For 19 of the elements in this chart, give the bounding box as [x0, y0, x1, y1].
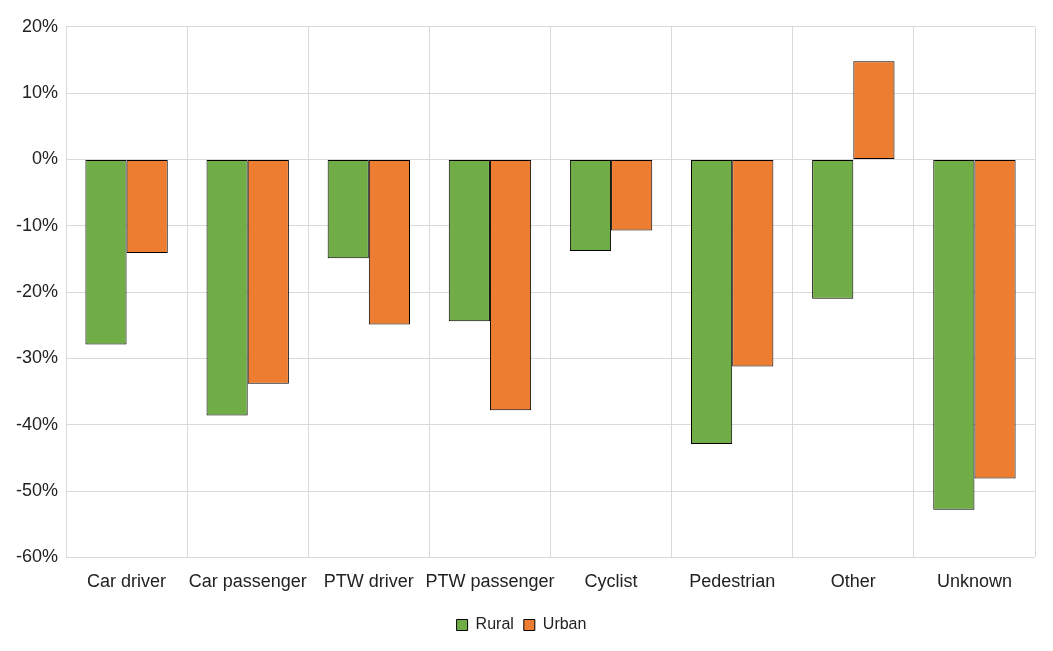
y-tick-label: 20% [21, 15, 59, 36]
y-tick-label: -50% [15, 480, 59, 501]
x-tick-label: Other [830, 571, 876, 592]
y-tick-label: -30% [15, 347, 59, 368]
y-tick-label: -40% [15, 413, 59, 434]
y-tick-label: -10% [15, 214, 59, 235]
x-tick-label: Car passenger [188, 571, 307, 592]
x-tick-label: Pedestrian [689, 571, 776, 592]
legend-label: Rural [475, 615, 514, 633]
x-tick-label: Cyclist [584, 571, 638, 592]
x-tick-label: PTW passenger [425, 571, 555, 592]
y-tick-label: -60% [15, 546, 59, 567]
y-tick-label: 10% [21, 82, 59, 103]
y-tick-label: -20% [15, 281, 59, 302]
x-tick-label: PTW driver [323, 571, 414, 592]
y-tick-label: 0% [32, 148, 59, 169]
legend-label: Urban [542, 615, 587, 633]
x-tick-label: Unknown [936, 571, 1012, 592]
x-tick-label: Car driver [87, 571, 167, 592]
